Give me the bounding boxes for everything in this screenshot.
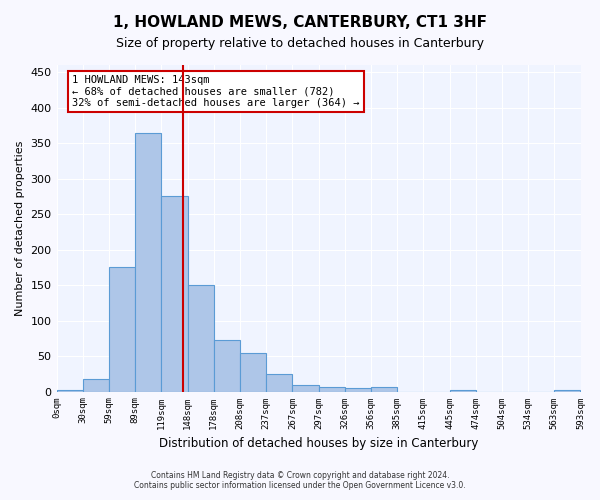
X-axis label: Distribution of detached houses by size in Canterbury: Distribution of detached houses by size … [159, 437, 478, 450]
Bar [161, 196, 188, 392]
Text: 1 HOWLAND MEWS: 143sqm
← 68% of detached houses are smaller (782)
32% of semi-de: 1 HOWLAND MEWS: 143sqm ← 68% of detached… [72, 75, 360, 108]
Bar [135, 133, 161, 392]
Bar [240, 352, 266, 392]
Bar [554, 390, 580, 392]
Text: Contains HM Land Registry data © Crown copyright and database right 2024.
Contai: Contains HM Land Registry data © Crown c… [134, 470, 466, 490]
Bar [292, 385, 319, 392]
Bar [449, 390, 476, 392]
Bar [266, 374, 292, 392]
Bar [319, 388, 345, 392]
Bar [109, 266, 135, 392]
Y-axis label: Number of detached properties: Number of detached properties [15, 140, 25, 316]
Bar [345, 388, 371, 392]
Bar [214, 340, 240, 392]
Text: Size of property relative to detached houses in Canterbury: Size of property relative to detached ho… [116, 38, 484, 51]
Bar [83, 379, 109, 392]
Bar [56, 390, 83, 392]
Text: 1, HOWLAND MEWS, CANTERBURY, CT1 3HF: 1, HOWLAND MEWS, CANTERBURY, CT1 3HF [113, 15, 487, 30]
Bar [188, 285, 214, 392]
Bar [371, 386, 397, 392]
